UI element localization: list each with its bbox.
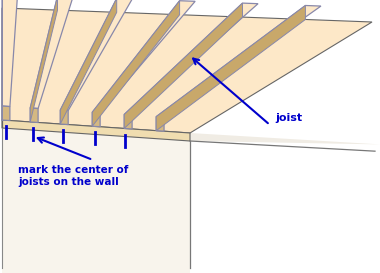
Polygon shape — [124, 114, 132, 129]
Polygon shape — [2, 120, 190, 141]
Polygon shape — [156, 5, 306, 131]
Polygon shape — [30, 0, 57, 122]
Polygon shape — [92, 1, 195, 113]
Polygon shape — [92, 1, 180, 126]
Polygon shape — [2, 8, 372, 133]
Polygon shape — [124, 3, 242, 129]
Polygon shape — [156, 117, 164, 131]
Text: mark the center of
joists on the wall: mark the center of joists on the wall — [18, 165, 128, 187]
Polygon shape — [60, 110, 68, 124]
Polygon shape — [2, 106, 10, 121]
Polygon shape — [156, 5, 321, 117]
Text: joist: joist — [275, 113, 302, 123]
Polygon shape — [60, 0, 117, 124]
Polygon shape — [30, 0, 73, 108]
Polygon shape — [190, 133, 380, 144]
Polygon shape — [60, 0, 132, 111]
Polygon shape — [2, 0, 17, 106]
Polygon shape — [124, 3, 258, 115]
Polygon shape — [2, 120, 190, 273]
Polygon shape — [30, 108, 38, 123]
Polygon shape — [92, 112, 100, 127]
